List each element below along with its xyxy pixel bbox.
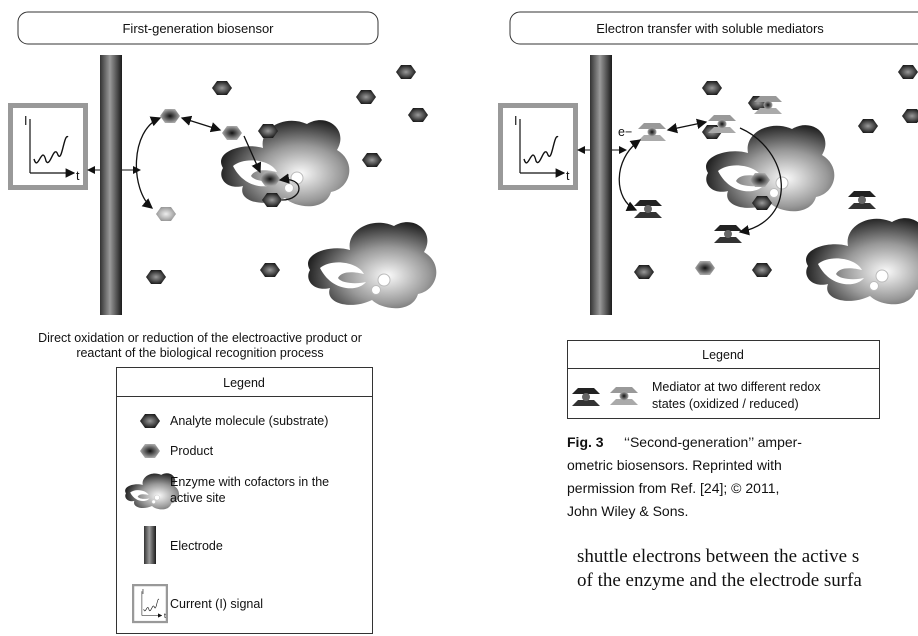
panel-title: Electron transfer with soluble mediators: [596, 21, 824, 36]
electron-label: e−: [618, 125, 632, 139]
caption-line: ometric biosensors. Reprinted with: [567, 457, 782, 473]
legend-label: Mediator at two different redox: [652, 380, 821, 394]
enzyme: [308, 222, 436, 308]
axis-label: I: [514, 114, 517, 128]
electrode: [590, 55, 612, 315]
signal-box: [11, 106, 86, 188]
body-text: shuttle electrons between the active s: [577, 546, 859, 567]
legend-icon: [144, 526, 156, 564]
caption-line: John Wiley & Sons.: [567, 503, 688, 519]
axis-label: I: [24, 114, 27, 128]
axis-label: t: [566, 169, 570, 183]
caption-line: Direct oxidation or reduction of the ele…: [38, 331, 362, 345]
signal-box: [501, 106, 576, 188]
legend-title: Legend: [223, 376, 265, 390]
axis-label: t: [76, 169, 80, 183]
enzyme: [706, 125, 834, 211]
legend-label: active site: [170, 491, 226, 505]
axis-label: t: [164, 613, 166, 620]
legend-label: Electrode: [170, 539, 223, 553]
caption-line: reactant of the biological recognition p…: [76, 346, 323, 360]
legend-label: Current (I) signal: [170, 597, 263, 611]
legend-label: Analyte molecule (substrate): [170, 414, 328, 428]
legend-label: states (oxidized / reduced): [652, 397, 799, 411]
legend-title: Legend: [702, 348, 744, 362]
caption-line: permission from Ref. [24]; © 2011,: [567, 480, 779, 496]
axis-label: I: [142, 589, 144, 596]
legend-label: Product: [170, 444, 214, 458]
body-text: of the enzyme and the electrode surfa: [577, 570, 862, 591]
enzyme: [806, 218, 918, 304]
figure: First-generation biosensor I t Direct ox…: [0, 0, 918, 636]
legend-icon: [133, 585, 167, 622]
caption-line: ‘‘Second-generation’’ amper-: [624, 434, 802, 450]
electrode: [100, 55, 122, 315]
legend-label: Enzyme with cofactors in the: [170, 475, 329, 489]
panel-title: First-generation biosensor: [122, 21, 274, 36]
figure-label: Fig. 3: [567, 434, 604, 450]
